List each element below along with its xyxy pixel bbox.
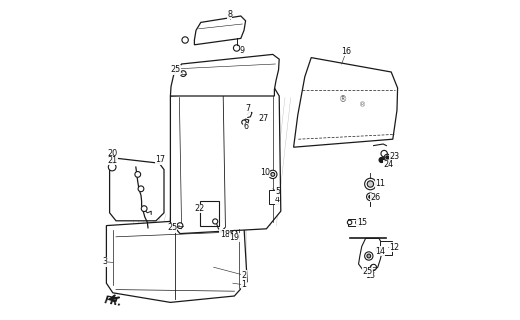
Circle shape	[271, 172, 275, 176]
Circle shape	[365, 178, 376, 190]
FancyBboxPatch shape	[200, 201, 219, 226]
Text: 25: 25	[362, 268, 372, 276]
Circle shape	[381, 150, 387, 157]
Circle shape	[371, 264, 376, 270]
Text: 17: 17	[155, 156, 165, 164]
Text: 20: 20	[107, 149, 117, 158]
Text: 13: 13	[366, 271, 375, 280]
Text: 14: 14	[375, 247, 385, 256]
Text: 19: 19	[229, 233, 240, 242]
Text: 8: 8	[227, 10, 232, 19]
Text: 9: 9	[240, 46, 245, 55]
Text: 25: 25	[167, 223, 177, 232]
Circle shape	[213, 219, 218, 224]
Text: 2: 2	[241, 271, 246, 280]
Text: ®: ®	[339, 95, 347, 104]
Circle shape	[242, 120, 246, 124]
FancyBboxPatch shape	[269, 190, 278, 204]
Text: 21: 21	[107, 156, 117, 165]
Circle shape	[365, 252, 373, 260]
Polygon shape	[107, 218, 247, 302]
Polygon shape	[194, 16, 245, 45]
Circle shape	[141, 206, 147, 212]
Circle shape	[367, 181, 373, 187]
Text: 12: 12	[389, 243, 399, 252]
Text: 10: 10	[260, 168, 270, 177]
Circle shape	[138, 186, 144, 192]
Polygon shape	[359, 238, 382, 273]
Text: 1: 1	[241, 280, 246, 289]
Text: 11: 11	[375, 180, 385, 188]
Circle shape	[376, 247, 381, 252]
Text: 6: 6	[243, 122, 248, 131]
Text: 16: 16	[342, 47, 352, 56]
Circle shape	[177, 223, 183, 228]
Circle shape	[232, 230, 237, 236]
Text: 7: 7	[245, 104, 251, 113]
Circle shape	[367, 193, 374, 201]
Text: 15: 15	[357, 218, 367, 227]
Circle shape	[135, 172, 140, 177]
Circle shape	[369, 195, 372, 198]
Text: 24: 24	[383, 160, 393, 169]
Circle shape	[356, 220, 360, 225]
Circle shape	[269, 170, 277, 179]
Polygon shape	[348, 219, 360, 226]
Text: ®: ®	[359, 102, 366, 108]
Circle shape	[108, 163, 116, 171]
Text: 26: 26	[371, 193, 381, 202]
Circle shape	[180, 71, 186, 76]
Polygon shape	[171, 54, 279, 96]
Text: 5: 5	[275, 188, 280, 196]
Circle shape	[347, 220, 352, 225]
Circle shape	[370, 265, 376, 271]
Text: 22: 22	[194, 204, 204, 213]
Polygon shape	[171, 88, 281, 234]
Circle shape	[182, 37, 188, 43]
Circle shape	[367, 254, 371, 258]
Polygon shape	[110, 158, 164, 221]
Circle shape	[233, 45, 240, 51]
Text: 27: 27	[258, 114, 268, 123]
Text: 4: 4	[275, 196, 280, 204]
FancyBboxPatch shape	[380, 241, 392, 255]
Circle shape	[379, 157, 384, 163]
Circle shape	[386, 156, 389, 159]
Text: 18: 18	[220, 230, 230, 239]
Text: 23: 23	[389, 152, 399, 161]
Text: FR.: FR.	[103, 295, 123, 308]
Text: 3: 3	[102, 257, 107, 266]
Circle shape	[384, 154, 391, 161]
Text: 25: 25	[170, 65, 180, 74]
Polygon shape	[294, 58, 398, 147]
